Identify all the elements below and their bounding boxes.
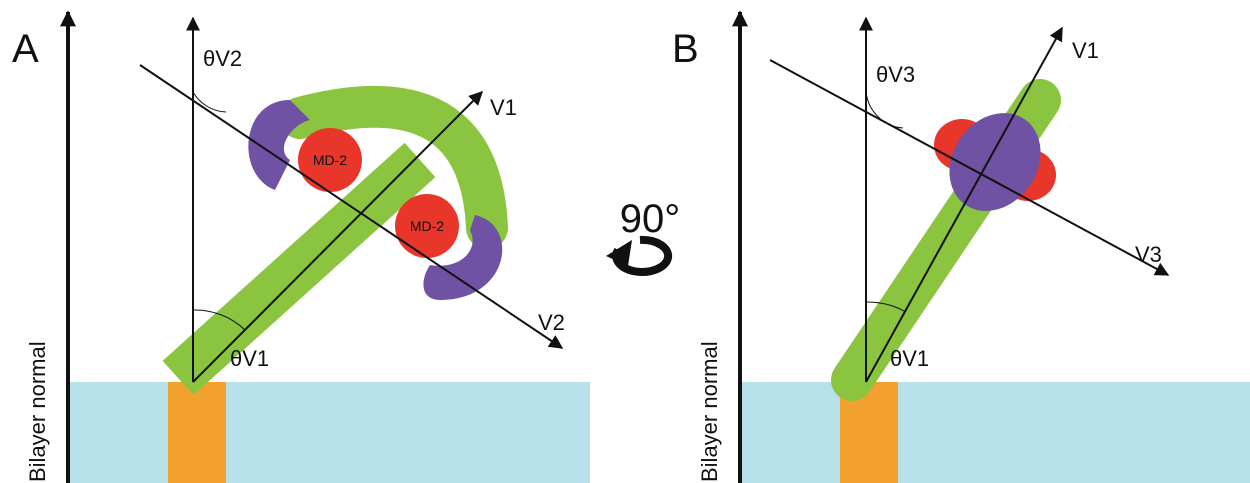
- panel-a: MD-2 MD-2 A Bilayer normal θV2 V1 V2 θV1: [12, 12, 590, 483]
- md2-label: MD-2: [410, 218, 444, 234]
- panel-b: B Bilayer normal θV3 V1 V3 θV1: [672, 12, 1250, 483]
- transmembrane: [168, 382, 226, 483]
- membrane: [742, 382, 1250, 483]
- angle-label: θV3: [876, 62, 915, 87]
- axis-label: Bilayer normal: [697, 341, 722, 482]
- rotation-icon: [606, 240, 668, 272]
- vector-label: V1: [1072, 38, 1099, 63]
- angle-label: θV2: [203, 46, 242, 71]
- receptor-rod: [178, 160, 420, 378]
- angle-label: θV1: [890, 346, 929, 371]
- membrane: [70, 382, 590, 483]
- md2-label: MD-2: [313, 152, 347, 168]
- vector-label: V3: [1135, 242, 1162, 267]
- angle-arc: [193, 92, 226, 112]
- rotation-label: 90°: [620, 197, 681, 241]
- angle-label: θV1: [230, 346, 269, 371]
- axis-label: Bilayer normal: [25, 341, 50, 482]
- angle-arc: [866, 88, 903, 128]
- vector-label: V1: [490, 95, 517, 120]
- panel-label: B: [672, 27, 699, 71]
- diagram: MD-2 MD-2 A Bilayer normal θV2 V1 V2 θV1…: [0, 0, 1250, 483]
- page: MD-2 MD-2 A Bilayer normal θV2 V1 V2 θV1…: [0, 0, 1250, 483]
- vector-label: V2: [538, 310, 565, 335]
- panel-label: A: [12, 27, 39, 71]
